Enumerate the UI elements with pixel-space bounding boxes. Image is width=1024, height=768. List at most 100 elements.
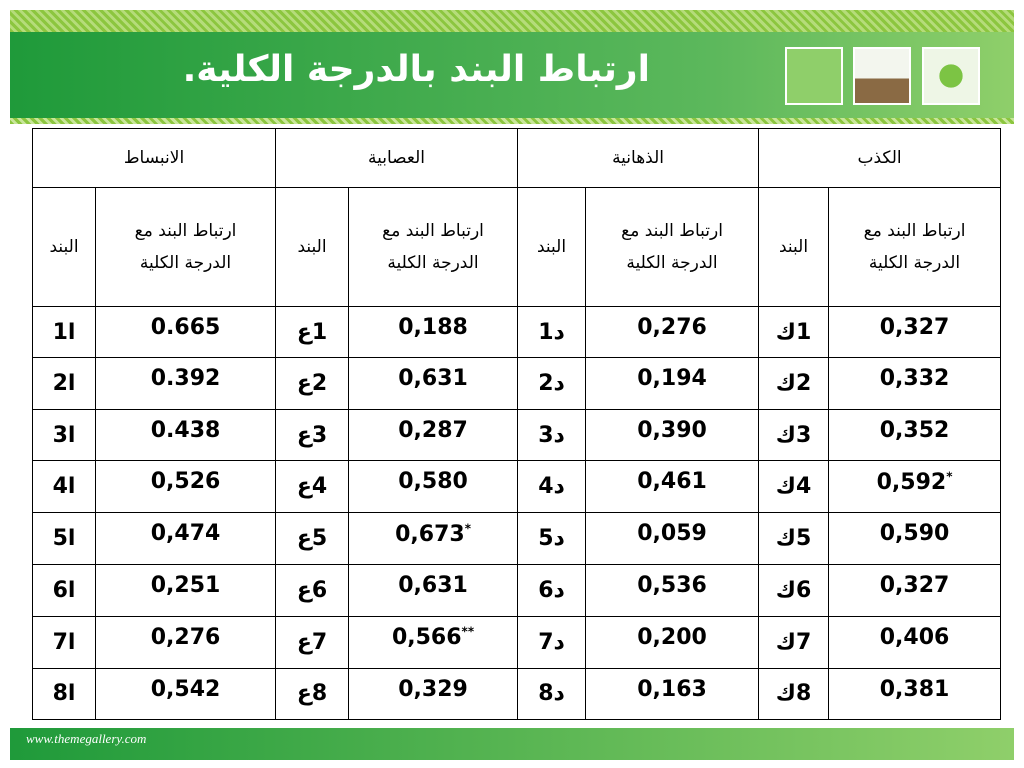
item-cell: 8ك (758, 667, 830, 721)
value-text: 0,059 (637, 521, 707, 547)
corr-value: 0,251 (151, 573, 221, 598)
subheader-corr: ارتباط البند مع الدرجة الكلية (585, 187, 760, 307)
group-header: العصابية (275, 128, 519, 188)
value-text: 0,327 (879, 315, 950, 340)
subheader-corr: ارتباط البند مع الدرجة الكلية (348, 187, 519, 307)
item-cell: ا8 (31, 667, 97, 721)
corr-value: 0,673* (395, 521, 471, 547)
item-cell: ا6 (31, 564, 97, 617)
corr-value: 0,381 (880, 677, 950, 702)
value-text: 0.392 (150, 366, 221, 392)
corr-cell: 0,566** (348, 615, 519, 669)
value-text: 0,327 (879, 573, 950, 599)
corr-cell: 0.438 (95, 408, 277, 462)
item-cell: 1ك (758, 305, 830, 359)
group-header: الكذب (758, 128, 1002, 188)
corr-value: 0,592* (876, 469, 953, 495)
corr-cell: 0,276 (585, 305, 760, 359)
group-header: الذهانية (517, 128, 760, 188)
item-cell: ا4 (31, 460, 97, 514)
item-cell: 2ك (758, 357, 830, 410)
item-cell: د4 (517, 460, 587, 514)
value-text: 0,194 (637, 366, 707, 392)
significance: * (946, 469, 953, 484)
item-cell: د5 (517, 512, 587, 566)
corr-cell: 0,276 (95, 615, 277, 669)
corr-cell: 0,329 (348, 667, 519, 721)
corr-value: 0,194 (637, 366, 707, 391)
corr-cell: 0,390 (585, 408, 760, 462)
value-text: 0,592 (876, 469, 947, 495)
corr-cell: 0.392 (95, 357, 277, 410)
corr-value: 0,287 (398, 418, 468, 443)
header-underline (10, 118, 1014, 124)
value-text: 0,590 (879, 521, 950, 547)
subheader-item: البند (31, 187, 97, 307)
footer-url: www.themegallery.com (26, 731, 147, 746)
group-row: الكذب الذهانية العصابية الانبساط (31, 128, 1002, 188)
table-row: 0,381 8ك 0,163 د8 0,329 8ع 0,542 ا8 (31, 667, 1002, 721)
corr-value: 0,406 (880, 625, 950, 650)
correlation-table: الكذب الذهانية العصابية الانبساط ارتباط البن… (31, 128, 1002, 721)
corr-value: 0,332 (880, 366, 950, 391)
corr-cell: 0,287 (348, 408, 519, 462)
item-cell: د7 (517, 615, 587, 669)
corr-cell: 0,526 (95, 460, 277, 514)
value-text: 0,188 (398, 315, 468, 340)
corr-cell: 0,352 (828, 408, 1002, 462)
significance: ** (461, 624, 475, 639)
corr-value: 0,474 (151, 521, 221, 546)
table-row: 0,332 2ك 0,194 د2 0,631 2ع 0.392 ا2 (31, 357, 1002, 410)
corr-value: 0,352 (880, 418, 950, 443)
corr-value: 0,580 (398, 469, 468, 494)
item-cell: ا1 (31, 305, 97, 359)
item-cell: 7ك (758, 615, 830, 669)
corr-cell: 0,327 (828, 564, 1002, 617)
corr-cell: 0,332 (828, 357, 1002, 410)
value-text: 0,526 (150, 469, 221, 495)
table-row: 0,406 7ك 0,200 د7 0,566** 7ع 0,276 ا7 (31, 615, 1002, 669)
corr-value: 0,536 (637, 573, 707, 598)
value-text: 0.438 (150, 417, 221, 443)
value-text: 0,536 (637, 573, 707, 599)
value-text: 0,276 (150, 624, 221, 650)
subheader-item: البند (517, 187, 587, 307)
corr-value: 0,327 (880, 315, 950, 340)
corr-cell: 0,474 (95, 512, 277, 566)
slide-title: ارتباط البند بالدرجة الكلية. (182, 49, 650, 90)
table-body: 0,327 1ك 0,276 د1 0,188 1ع 0.665 ا1 0,332 2ك 0,194… (31, 305, 1002, 721)
item-cell: 5ك (758, 512, 830, 566)
corr-value: 0,188 (398, 315, 468, 340)
value-text: 0,406 (879, 624, 950, 650)
item-cell: 3ك (758, 408, 830, 462)
value-text: 0,461 (637, 469, 707, 495)
item-cell: ا7 (31, 615, 97, 669)
corr-value: 0,276 (637, 315, 707, 340)
item-cell: 4ك (758, 460, 830, 514)
corr-value: 0,542 (151, 677, 221, 702)
corr-cell: 0,590 (828, 512, 1002, 566)
subheader-corr: ارتباط البند مع الدرجة الكلية (828, 187, 1002, 307)
value-text: 0,580 (398, 469, 468, 495)
corr-value: 0,276 (151, 625, 221, 650)
corr-value: 0,631 (398, 573, 468, 598)
group-header: الانبساط (31, 128, 277, 188)
value-text: 0,390 (637, 417, 707, 443)
corr-value: 0,631 (398, 366, 468, 391)
header-band (10, 32, 1014, 118)
item-cell: د2 (517, 357, 587, 410)
value-text: 0,673 (395, 521, 465, 547)
corr-value: 0,461 (637, 469, 707, 494)
value-text: 0,163 (637, 676, 707, 702)
footer-band (10, 728, 1014, 760)
subheader-corr: ارتباط البند مع الدرجة الكلية (95, 187, 277, 307)
subheader-item: البند (758, 187, 830, 307)
corr-cell: 0,406 (828, 615, 1002, 669)
corr-cell: 0,592* (828, 460, 1002, 514)
deco-square (785, 47, 843, 105)
value-text: 0,542 (150, 676, 221, 702)
value-text: 0,200 (637, 624, 707, 650)
corr-cell: 0,200 (585, 615, 760, 669)
corr-value: 0,200 (637, 625, 707, 650)
